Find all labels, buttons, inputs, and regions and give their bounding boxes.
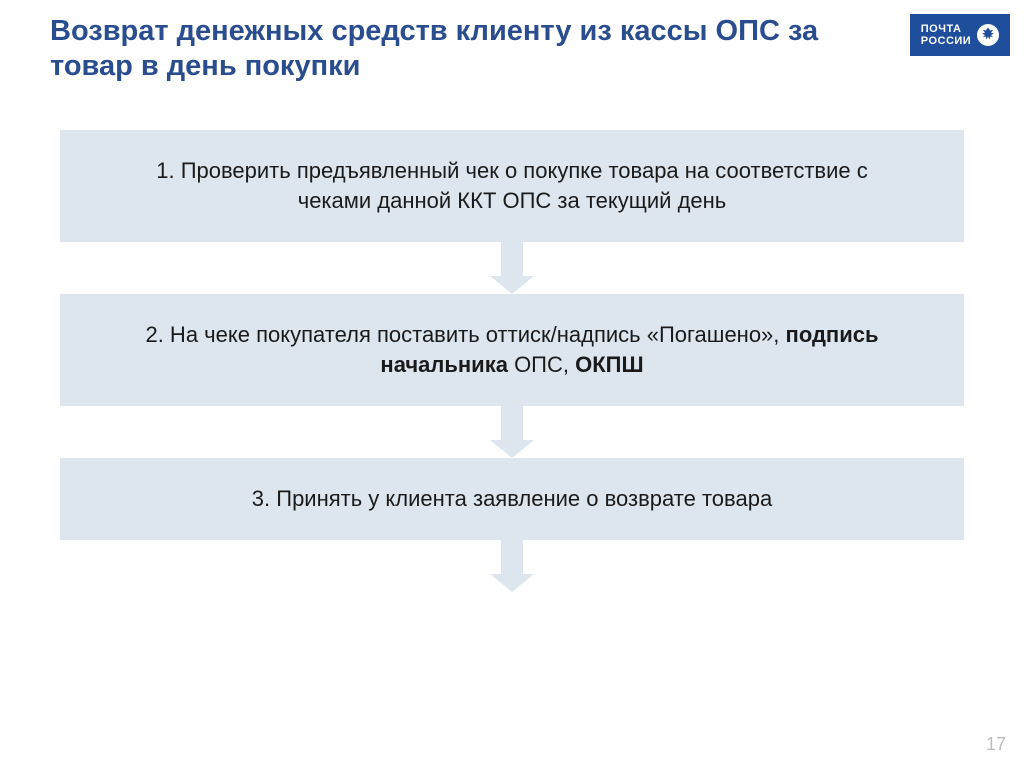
flow-step: 2. На чеке покупателя поставить оттиск/н…: [60, 294, 964, 406]
flow-arrow-icon: [490, 406, 534, 458]
logo-line1: ПОЧТА: [921, 23, 962, 35]
eagle-emblem-icon: [977, 24, 999, 46]
flow-step: 3. Принять у клиента заявление о возврат…: [60, 458, 964, 540]
brand-logo: ПОЧТА РОССИИ: [910, 14, 1010, 56]
step-bold: ОКПШ: [575, 352, 643, 377]
logo-text: ПОЧТА РОССИИ: [921, 23, 971, 47]
flow-arrow-icon: [490, 540, 534, 592]
step-text: 2. На чеке покупателя поставить оттиск/н…: [145, 322, 785, 347]
flow-arrow-icon: [490, 242, 534, 294]
step-text: ОПС,: [508, 352, 575, 377]
page-title: Возврат денежных средств клиенту из касс…: [50, 14, 884, 84]
process-flow: 1. Проверить предъявленный чек о покупке…: [60, 130, 964, 592]
logo-line2: РОССИИ: [921, 35, 971, 47]
flow-step: 1. Проверить предъявленный чек о покупке…: [60, 130, 964, 242]
page-number: 17: [986, 734, 1006, 755]
